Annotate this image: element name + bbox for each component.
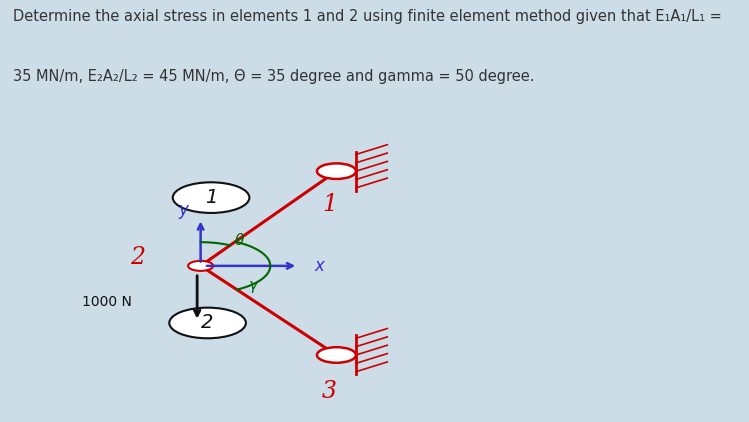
Text: 3: 3: [322, 380, 337, 403]
Text: γ: γ: [249, 278, 258, 293]
Text: 35 MN/m, E₂A₂/L₂ = 45 MN/m, Θ = 35 degree and gamma = 50 degree.: 35 MN/m, E₂A₂/L₂ = 45 MN/m, Θ = 35 degre…: [13, 68, 535, 84]
Text: θ: θ: [234, 233, 243, 248]
Circle shape: [173, 182, 249, 213]
Text: 2: 2: [201, 314, 213, 333]
Text: Determine the axial stress in elements 1 and 2 using finite element method given: Determine the axial stress in elements 1…: [13, 9, 722, 24]
Text: x: x: [314, 257, 324, 275]
Text: y: y: [178, 201, 188, 219]
Circle shape: [317, 347, 356, 363]
Text: 1000 N: 1000 N: [82, 295, 132, 309]
Circle shape: [317, 163, 356, 179]
Text: 2: 2: [130, 246, 145, 269]
Text: 1: 1: [205, 188, 217, 207]
Circle shape: [188, 261, 213, 271]
Circle shape: [169, 308, 246, 338]
Text: 1: 1: [322, 193, 337, 216]
